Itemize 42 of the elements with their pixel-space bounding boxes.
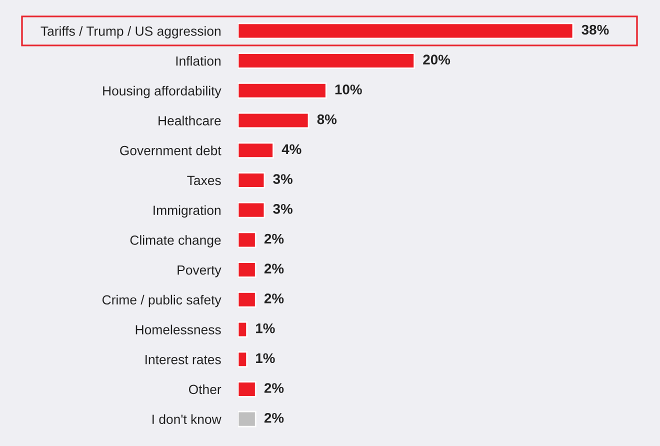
bar bbox=[238, 262, 256, 278]
bar bbox=[238, 291, 256, 308]
data-label: 2% bbox=[264, 412, 284, 423]
y-tick-label: Inflation bbox=[176, 56, 220, 66]
data-label: 38% bbox=[582, 24, 609, 35]
data-label: 2% bbox=[264, 264, 284, 274]
data-label: 2% bbox=[264, 294, 284, 304]
y-tick-label: Immigration bbox=[154, 205, 220, 218]
bar bbox=[238, 202, 266, 218]
data-label: 8% bbox=[317, 114, 337, 124]
bar bbox=[238, 82, 327, 99]
y-tick-label: Poverty bbox=[178, 265, 222, 278]
y-tick-label: Housing affordability bbox=[103, 86, 222, 98]
bar bbox=[238, 22, 574, 40]
bar bbox=[238, 232, 256, 248]
bar bbox=[238, 112, 310, 129]
bar bbox=[238, 321, 248, 338]
y-tick-label: Healthcare bbox=[158, 116, 221, 126]
bar bbox=[238, 410, 256, 428]
data-label: 4% bbox=[282, 144, 302, 154]
bar bbox=[238, 351, 248, 368]
bar bbox=[238, 172, 266, 188]
data-label: 1% bbox=[256, 323, 275, 334]
bar bbox=[238, 381, 256, 398]
data-label: 2% bbox=[264, 383, 284, 393]
y-tick-label: Climate change bbox=[130, 235, 221, 248]
y-tick-label: Other bbox=[188, 384, 222, 394]
y-tick-label: Homelessness bbox=[136, 324, 221, 334]
bar bbox=[238, 52, 416, 69]
y-tick-label: Tariffs / Trump / US aggression bbox=[40, 26, 220, 38]
data-label: 10% bbox=[335, 84, 362, 94]
data-label: 1% bbox=[256, 353, 275, 364]
y-tick-label: I don't know bbox=[152, 414, 222, 424]
y-tick-label: Interest rates bbox=[146, 355, 221, 364]
y-tick-label: Crime / public safety bbox=[102, 294, 222, 308]
data-label: 3% bbox=[273, 174, 292, 184]
data-label: 3% bbox=[273, 204, 292, 214]
y-tick-label: Government debt bbox=[120, 146, 222, 156]
data-label: 2% bbox=[264, 234, 284, 244]
y-tick-label: Taxes bbox=[187, 176, 221, 186]
data-label: 20% bbox=[423, 54, 450, 65]
bar bbox=[238, 142, 274, 159]
